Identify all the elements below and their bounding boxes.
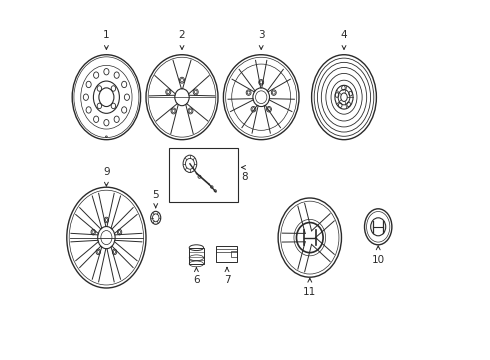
Bar [231, 251, 237, 257]
Text: 11: 11 [303, 287, 317, 297]
Text: 3: 3 [258, 30, 265, 40]
Text: 1: 1 [103, 30, 110, 40]
Text: 9: 9 [103, 167, 110, 177]
Text: 8: 8 [242, 172, 248, 182]
Bar [170, 148, 238, 202]
Bar [216, 246, 237, 262]
Text: 2: 2 [179, 30, 185, 40]
Text: 7: 7 [224, 275, 230, 285]
Text: 6: 6 [193, 275, 200, 285]
Text: 5: 5 [152, 190, 159, 200]
Text: 10: 10 [371, 255, 385, 265]
Text: 4: 4 [341, 30, 347, 40]
Bar [189, 248, 204, 264]
